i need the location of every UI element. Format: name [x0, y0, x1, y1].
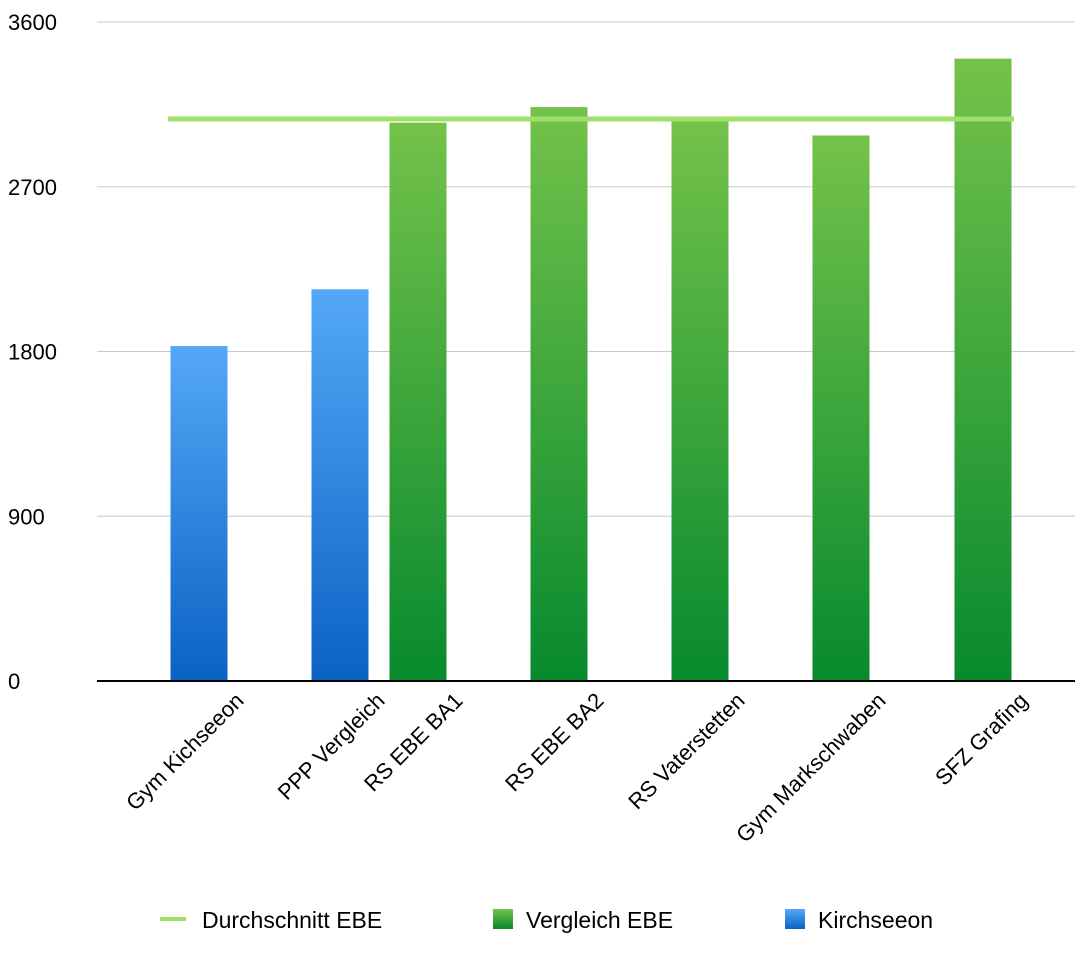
bar-kirchseeon	[170, 346, 228, 681]
bars	[170, 58, 1012, 682]
bar-kirchseeon	[311, 289, 369, 681]
y-tick-label: 0	[8, 669, 20, 694]
x-category-label: SFZ Grafing	[930, 688, 1032, 790]
y-axis-ticks: 0 900 1800 2700 3600	[8, 10, 57, 694]
x-category-label: RS EBE BA2	[500, 688, 608, 796]
y-tick-label: 900	[8, 504, 45, 529]
legend: Durchschnitt EBE Vergleich EBE Kirchseeon	[160, 907, 933, 933]
x-category-label: RS Vaterstetten	[623, 688, 749, 814]
bar-vergleich-ebe	[530, 107, 588, 681]
y-tick-label: 3600	[8, 10, 57, 35]
y-tick-label: 2700	[8, 175, 57, 200]
y-tick-label: 1800	[8, 340, 57, 365]
legend-label: Kirchseeon	[818, 907, 933, 933]
bar-vergleich-ebe	[671, 119, 729, 681]
legend-label: Vergleich EBE	[526, 907, 673, 933]
legend-label: Durchschnitt EBE	[202, 907, 382, 933]
legend-swatch-box	[493, 909, 513, 929]
legend-swatch-box	[785, 909, 805, 929]
x-category-label: Gym Kichseeon	[121, 688, 248, 815]
bar-vergleich-ebe	[954, 58, 1012, 682]
bar-vergleich-ebe	[389, 122, 447, 682]
bar-vergleich-ebe	[812, 135, 870, 681]
x-category-label: Gym Markschwaben	[731, 688, 890, 847]
